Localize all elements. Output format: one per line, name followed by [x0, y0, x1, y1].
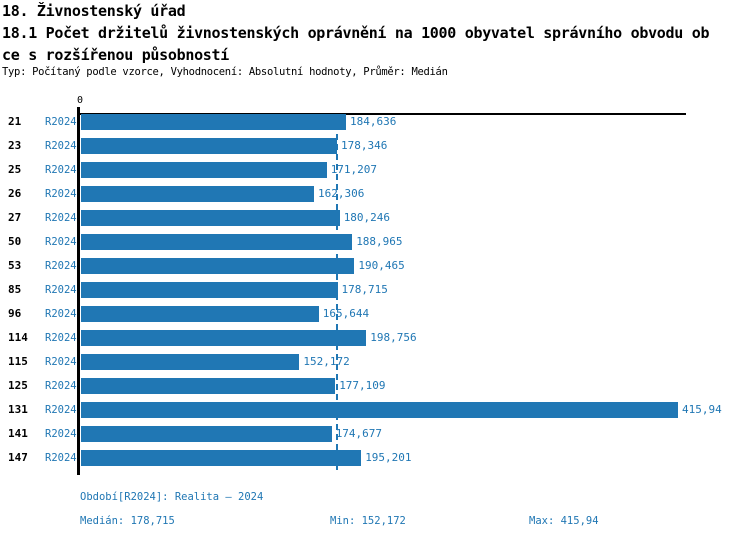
bar [81, 450, 362, 466]
bar [81, 234, 353, 250]
bar-value-label: 180,246 [343, 211, 391, 224]
bar-value-label: 171,207 [330, 163, 378, 176]
row-series-label: R2024 [45, 308, 77, 320]
row-series-label: R2024 [45, 212, 77, 224]
bar-value-label: 184,636 [350, 115, 397, 128]
bar [81, 306, 319, 322]
bar [81, 114, 346, 130]
row-series-label: R2024 [45, 116, 77, 128]
bar-value-label: 188,965 [356, 235, 403, 248]
page-title: 18. Živnostenský úřad [2, 2, 186, 20]
bar-value-label: 174,677 [335, 427, 383, 440]
bar [81, 258, 355, 274]
row-code-label: 27 [8, 211, 22, 224]
bar [81, 186, 314, 202]
row-code-label: 115 [8, 355, 28, 368]
bar [81, 330, 367, 346]
axis-tick-label-zero: 0 [76, 95, 84, 106]
row-code-label: 114 [8, 331, 28, 344]
row-code-label: 25 [8, 163, 22, 176]
row-series-label: R2024 [45, 332, 77, 344]
chart-title-line-2: ce s rozšířenou působností [2, 46, 230, 64]
bar-value-label: 152,172 [303, 355, 350, 368]
row-series-label: R2024 [45, 404, 77, 416]
bar [81, 426, 332, 442]
row-series-label: R2024 [45, 260, 77, 272]
max-stat: Max: 415,94 [529, 515, 599, 527]
bar-value-label: 195,201 [365, 451, 412, 464]
row-code-label: 85 [8, 283, 22, 296]
min-stat: Min: 152,172 [330, 515, 406, 527]
bar-value-label: 165,644 [322, 307, 370, 320]
row-series-label: R2024 [45, 236, 77, 248]
bar-value-label: 178,346 [341, 139, 388, 152]
median-stat: Medián: 178,715 [80, 515, 175, 527]
bar [81, 378, 336, 394]
bar-value-label: 190,465 [358, 259, 405, 272]
bar [81, 402, 678, 418]
row-series-label: R2024 [45, 428, 77, 440]
row-series-label: R2024 [45, 452, 77, 464]
row-code-label: 131 [8, 403, 28, 416]
row-code-label: 23 [8, 139, 22, 152]
bar [81, 138, 337, 154]
bar [81, 354, 300, 370]
bar-value-label: 162,306 [318, 187, 365, 200]
bar [81, 162, 327, 178]
row-series-label: R2024 [45, 188, 77, 200]
bar [81, 282, 338, 298]
chart-meta-info: Typ: Počítaný podle vzorce, Vyhodnocení:… [2, 66, 448, 78]
row-code-label: 50 [8, 235, 22, 248]
row-series-label: R2024 [45, 380, 77, 392]
row-code-label: 141 [8, 427, 28, 440]
bar-value-label: 178,715 [341, 283, 388, 296]
row-series-label: R2024 [45, 284, 77, 296]
row-series-label: R2024 [45, 140, 77, 152]
row-code-label: 96 [8, 307, 22, 320]
bar-value-label: 198,756 [370, 331, 417, 344]
bar-value-label: 177,109 [339, 379, 386, 392]
row-series-label: R2024 [45, 356, 77, 368]
bar [81, 210, 340, 226]
row-code-label: 147 [8, 451, 28, 464]
period-caption: Období[R2024]: Realita – 2024 [80, 491, 264, 503]
row-code-label: 26 [8, 187, 22, 200]
bar-value-label: 415,94 [682, 403, 722, 416]
row-code-label: 53 [8, 259, 22, 272]
axis-line-vertical [77, 107, 80, 475]
chart-title-line-1: 18.1 Počet držitelů živnostenských opráv… [2, 24, 710, 42]
axis-line-top [78, 113, 686, 115]
row-code-label: 21 [8, 115, 22, 128]
row-code-label: 125 [8, 379, 28, 392]
row-series-label: R2024 [45, 164, 77, 176]
